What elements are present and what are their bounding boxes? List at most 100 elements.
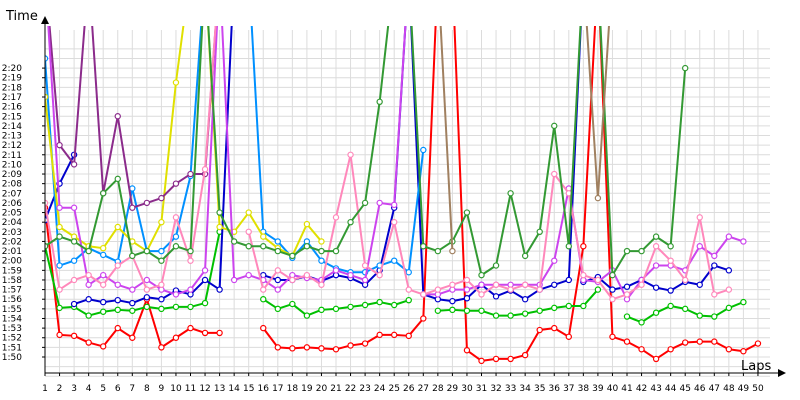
data-point (536, 326, 543, 334)
data-point (289, 300, 296, 308)
data-point (114, 324, 121, 332)
data-point (652, 284, 660, 291)
data-point (652, 262, 660, 269)
x-tick-label: 5 (100, 384, 106, 394)
data-point (682, 64, 689, 72)
data-point (623, 338, 631, 345)
data-point (158, 281, 165, 288)
data-point (463, 307, 471, 314)
y-tick-label: 1:52 (2, 334, 22, 344)
data-point (754, 340, 762, 347)
data-point (85, 339, 92, 346)
x-tick-label: 13 (214, 384, 225, 394)
data-point (521, 296, 529, 303)
y-tick-label: 2:09 (2, 170, 22, 180)
data-point (492, 293, 500, 300)
x-tick-label: 34 (519, 384, 531, 394)
data-point (289, 276, 296, 284)
y-tick-label: 2:20 (2, 64, 22, 74)
x-tick-label: 19 (301, 384, 313, 394)
data-point (201, 329, 209, 337)
axes (41, 16, 786, 377)
x-tick-label: 11 (185, 384, 196, 394)
x-tick-label: 40 (607, 384, 619, 394)
data-point (187, 247, 194, 255)
data-point (478, 271, 485, 279)
data-point (303, 243, 311, 250)
y-tick-label: 1:51 (2, 343, 22, 353)
data-point (725, 233, 733, 240)
data-point (449, 306, 456, 314)
data-point (85, 281, 92, 288)
data-point (391, 218, 398, 226)
x-tick-label: 28 (432, 384, 444, 394)
x-tick-label: 47 (709, 384, 720, 394)
data-point (274, 286, 281, 293)
data-point (652, 233, 660, 240)
data-point (420, 243, 427, 250)
data-point (682, 305, 689, 313)
data-point (521, 252, 529, 260)
data-point (725, 267, 733, 274)
data-point (172, 233, 180, 240)
data-point (565, 243, 573, 250)
data-point (521, 281, 529, 288)
x-tick-label: 14 (228, 384, 240, 394)
tick-labels: 1 2 3 4 5 6 7 8 9 10 11 12 13 14 15 16 17 18 19 20 21 22 23 24 2… (2, 64, 764, 394)
data-point (682, 339, 689, 346)
data-point (449, 281, 456, 288)
x-tick-label: 20 (316, 384, 328, 394)
data-point (318, 306, 325, 314)
y-tick-label: 2:06 (2, 199, 22, 209)
data-point (332, 247, 340, 255)
data-point (638, 247, 645, 255)
data-point (391, 257, 398, 264)
data-point (260, 324, 267, 332)
y-tick-label: 1:55 (2, 305, 22, 315)
data-point (56, 204, 63, 211)
data-point (129, 307, 136, 314)
x-tick-label: 29 (447, 384, 459, 394)
x-tick-label: 31 (476, 384, 487, 394)
data-point (129, 299, 136, 307)
data-point (361, 301, 369, 309)
data-point (129, 334, 136, 341)
x-tick-label: 27 (418, 384, 429, 394)
data-point (507, 286, 514, 293)
x-tick-label: 17 (272, 384, 283, 394)
y-tick-label: 2:02 (2, 237, 22, 247)
data-point (172, 291, 180, 298)
y-tick-label: 2:08 (2, 180, 22, 190)
y-tick-label: 1:54 (2, 314, 22, 324)
data-point (682, 276, 689, 284)
data-point (405, 269, 412, 276)
data-point (449, 247, 456, 255)
data-point (638, 319, 645, 326)
data-point (376, 98, 383, 106)
data-point (70, 332, 78, 340)
series-14 (45, 26, 689, 279)
y-tick-label: 2:05 (2, 209, 22, 219)
data-point (172, 214, 180, 221)
data-point (507, 312, 514, 319)
data-point (99, 298, 107, 306)
data-point (565, 333, 573, 340)
series-1 (45, 26, 762, 365)
data-point (492, 281, 500, 288)
data-point (216, 286, 223, 293)
y-tick-label: 2:17 (2, 93, 22, 103)
data-point (318, 257, 325, 264)
x-tick-label: 41 (621, 384, 632, 394)
data-point (260, 243, 267, 250)
data-point (376, 199, 383, 207)
x-tick-label: 21 (330, 384, 341, 394)
x-tick-label: 43 (650, 384, 661, 394)
data-point (652, 355, 660, 363)
data-point (56, 286, 63, 293)
data-point (551, 281, 558, 288)
data-point (347, 271, 354, 279)
data-point (667, 287, 674, 294)
x-tick-label: 10 (170, 384, 182, 394)
